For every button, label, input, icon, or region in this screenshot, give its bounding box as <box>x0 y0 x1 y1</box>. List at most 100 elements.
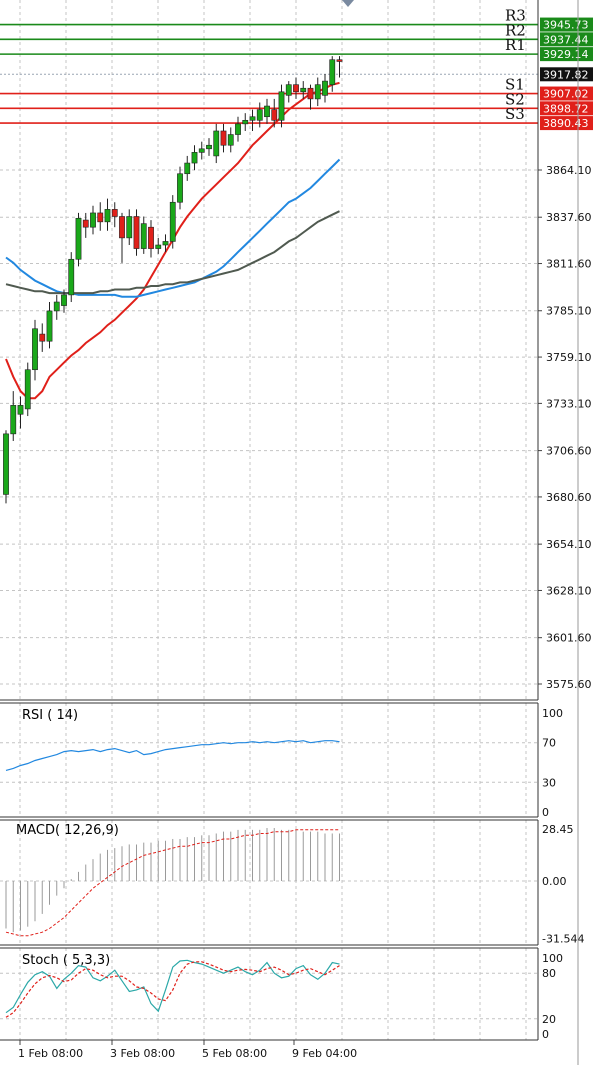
pivot-price-label: 3929.14 <box>543 48 589 61</box>
candle <box>271 98 278 128</box>
macd-tick-label: -31.544 <box>542 933 584 946</box>
candle-body <box>235 123 241 135</box>
macd-tick-label: 0.00 <box>542 875 567 888</box>
stoch-lines <box>5 959 340 1018</box>
candle <box>293 77 299 99</box>
candle-body <box>75 217 82 260</box>
price-tick-label: 3759.10 <box>546 351 592 364</box>
candle-body <box>336 59 343 62</box>
candle-body <box>68 258 75 296</box>
candle <box>184 155 191 181</box>
candle-body <box>242 119 249 125</box>
macd-grid <box>0 820 538 945</box>
time-tick-label: 3 Feb 08:00 <box>110 1047 175 1060</box>
macd-title: MACD( 12,26,9) <box>16 823 119 838</box>
candle-body <box>17 405 24 415</box>
pivot-price-label: 3898.72 <box>543 102 589 115</box>
moving-average-3 <box>5 210 340 295</box>
candle <box>90 205 96 235</box>
macd-axis: 28.45 0.00 -31.544 <box>542 823 584 946</box>
candle <box>32 319 38 381</box>
candle <box>336 56 343 78</box>
candle-body <box>46 310 53 342</box>
nav-arrow-icon[interactable] <box>342 0 354 7</box>
candle-body <box>220 130 227 146</box>
rsi-tick-label: 100 <box>542 707 563 720</box>
candle <box>68 252 75 303</box>
candles <box>3 56 343 504</box>
candle <box>278 84 285 128</box>
candle <box>53 294 60 320</box>
stoch-d-line <box>5 961 340 1018</box>
price-tick-label: 3811.60 <box>546 258 592 271</box>
candle <box>213 123 220 164</box>
price-tick-label: 3864.10 <box>546 164 592 177</box>
pane-borders <box>0 0 579 1065</box>
candle <box>39 323 46 352</box>
candle-body <box>314 84 321 100</box>
pivot-name-s2: S2 <box>505 90 525 108</box>
candle <box>206 138 212 156</box>
candle <box>300 81 307 99</box>
stoch-title: Stoch ( 5,3,3) <box>22 953 110 968</box>
candle-body <box>256 109 263 121</box>
candle <box>191 145 198 171</box>
candle <box>169 195 176 249</box>
candle <box>198 141 205 160</box>
candle-body <box>300 87 307 93</box>
candle <box>104 198 111 231</box>
candle <box>307 84 314 110</box>
candle-body <box>3 433 9 495</box>
candle-body <box>133 216 140 249</box>
candle <box>264 98 270 124</box>
candle-body <box>322 80 328 96</box>
stoch-tick-label: 100 <box>542 952 563 965</box>
candle-body <box>32 328 38 371</box>
price-tick-label: 3680.60 <box>546 491 592 504</box>
candle-body <box>293 84 299 93</box>
candle <box>140 216 147 254</box>
pivot-price-label: 3907.02 <box>543 88 589 101</box>
candle <box>3 430 9 504</box>
pivot-name-s1: S1 <box>505 76 525 94</box>
candle <box>177 166 183 210</box>
current-price-label: 3917.82 <box>543 68 589 81</box>
price-grid <box>0 0 538 700</box>
candle-body <box>24 369 31 410</box>
candle-body <box>169 201 176 242</box>
candle <box>61 289 67 313</box>
price-tick-label: 3837.60 <box>546 211 592 224</box>
candle-body <box>278 91 285 121</box>
candle <box>46 302 53 349</box>
price-tick-label: 3628.10 <box>546 584 592 597</box>
candle-body <box>39 333 46 342</box>
candle-body <box>82 219 89 228</box>
pivot-price-label: 3937.44 <box>543 33 589 46</box>
candle-body <box>285 84 292 96</box>
candle-body <box>227 134 234 146</box>
candle-body <box>119 216 125 239</box>
stoch-tick-label: 80 <box>542 967 556 980</box>
time-tick-label: 1 Feb 08:00 <box>18 1047 83 1060</box>
candle <box>242 113 249 131</box>
candle-body <box>264 105 270 118</box>
candle <box>249 109 256 131</box>
candle-body <box>126 216 133 239</box>
stoch-k-line <box>5 959 340 1014</box>
rsi-tick-label: 0 <box>542 806 549 819</box>
rsi-axis: 100 70 30 0 <box>542 707 563 819</box>
stoch-pane: Stoch ( 5,3,3) 100 80 20 0 <box>0 948 563 1041</box>
pivot-price-label: 3945.73 <box>543 19 589 32</box>
rsi-pane: RSI ( 14) 100 70 30 0 <box>0 703 563 819</box>
pivot-price-box <box>540 86 593 101</box>
candle-body <box>198 148 205 153</box>
candle-body <box>53 301 60 312</box>
candle-body <box>249 116 256 121</box>
rsi-lines <box>5 740 340 771</box>
candle-body <box>177 173 183 203</box>
rsi-grid <box>0 703 538 817</box>
time-tick-label: 5 Feb 08:00 <box>202 1047 267 1060</box>
rsi-title: RSI ( 14) <box>22 708 78 723</box>
